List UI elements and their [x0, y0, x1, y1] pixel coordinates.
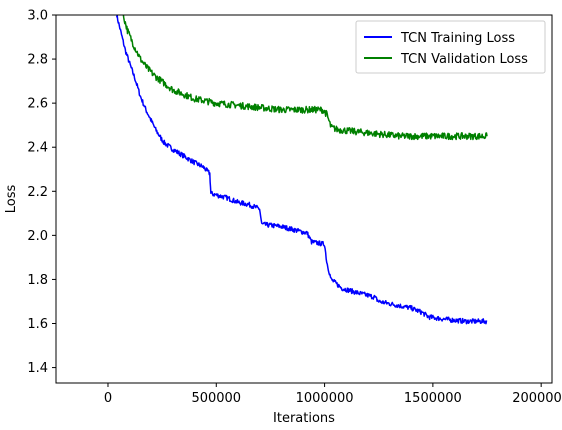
x-tick-label: 0 [104, 391, 112, 406]
y-tick-label: 2.8 [27, 53, 48, 68]
y-tick-label: 2.4 [27, 141, 48, 156]
legend-label-validation: TCN Validation Loss [400, 52, 528, 67]
legend: TCN Training Loss TCN Validation Loss [355, 20, 546, 74]
legend-label-training: TCN Training Loss [400, 31, 515, 46]
x-tick-label: 1500000 [404, 391, 462, 406]
y-axis: 1.4 1.6 1.8 2.0 2.2 2.4 2.6 2.8 3.0 [27, 9, 56, 376]
x-tick-label: 1000000 [296, 391, 354, 406]
x-axis-title: Iterations [273, 411, 335, 426]
series-layer [115, 15, 488, 325]
x-tick-label: 500000 [191, 391, 241, 406]
y-tick-label: 1.4 [27, 361, 48, 376]
legend-box [355, 20, 546, 74]
y-tick-label: 2.2 [27, 185, 48, 200]
y-tick-label: 2.6 [27, 97, 48, 112]
y-tick-label: 1.6 [27, 317, 48, 332]
y-tick-label: 2.0 [27, 229, 48, 244]
y-axis-title: Loss [4, 185, 19, 214]
plot-frame [55, 14, 553, 384]
x-tick-label: 2000000 [512, 391, 562, 406]
series-line-training [115, 15, 488, 325]
y-tick-label: 3.0 [27, 9, 48, 24]
series-line-validation [122, 15, 488, 141]
y-tick-label: 1.8 [27, 273, 48, 288]
x-axis: 0 500000 1000000 1500000 2000000 [104, 383, 562, 406]
